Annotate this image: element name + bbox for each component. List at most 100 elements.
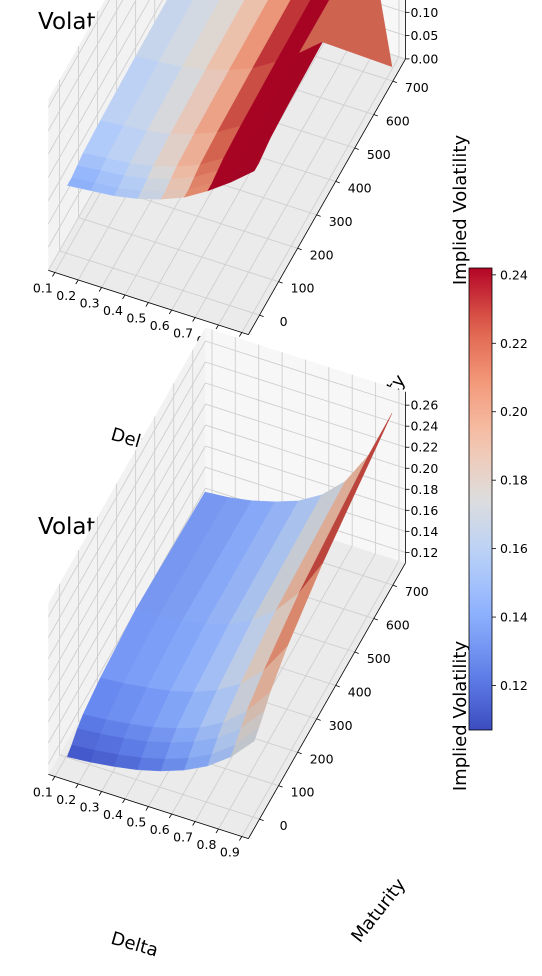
maturity-tick-mark: [259, 314, 264, 317]
maturity-tick-label: 200: [310, 751, 334, 766]
colorbar-tick-label: 0.18: [500, 473, 528, 488]
surface-plot-1: Volatility Surface 2022-09-01 0.10.20.30…: [33, 0, 471, 457]
colorbar-ticks: 0.12 0.14 0.16 0.18 0.20 0.22 0.24: [492, 267, 528, 693]
delta-tick-label: 0.3: [80, 296, 100, 311]
surface: [67, 413, 393, 772]
grid-line-iv: [47, 0, 150, 178]
delta-tick-mark: [192, 317, 196, 322]
surface-patch: [230, 727, 260, 758]
delta-tick-mark: [215, 828, 219, 834]
iv-tick-label: 0.14: [410, 524, 438, 539]
colorbar-tick-label: 0.24: [500, 267, 528, 282]
delta-tick-mark: [52, 776, 56, 781]
maturity-tick-label: 200: [310, 247, 334, 262]
colorbar-tick-label: 0.14: [500, 610, 528, 625]
maturity-tick-mark: [392, 584, 397, 588]
grid-line-iv: [47, 0, 124, 131]
maturity-tick-mark: [316, 214, 321, 217]
iv-tick-label: 0.10: [410, 5, 438, 20]
maturity-tick-mark: [297, 247, 302, 251]
iv-tick-label: 0.05: [410, 28, 438, 43]
grid-line-iv: [47, 487, 406, 765]
maturity-tick-mark: [335, 181, 340, 184]
delta-tick-label: 0.5: [126, 311, 146, 326]
left-pane: [48, 327, 206, 775]
maturity-tick-label: 400: [348, 684, 372, 699]
maturity-axis-ticks: 0 100 200 300 400 500 600 700: [259, 584, 429, 833]
z-axis-label: Implied Volatility: [450, 135, 471, 286]
colorbar-gradient: [468, 267, 493, 731]
delta-tick-label: 0.1: [33, 281, 53, 296]
maturity-tick-label: 100: [291, 785, 315, 800]
maturity-tick-mark: [297, 751, 302, 755]
iv-tick-label: 0.16: [410, 503, 438, 518]
iv-tick-label: 0.24: [410, 419, 438, 434]
delta-tick-mark: [98, 287, 102, 292]
delta-tick-label: 0.8: [197, 837, 217, 852]
grid-line-iv: [47, 403, 406, 681]
grid-line-iv: [47, 0, 111, 108]
maturity-axis-line: [248, 58, 406, 335]
delta-tick-mark: [75, 783, 79, 789]
delta-tick-label: 0.6: [150, 318, 170, 333]
colorbar-tick-label: 0.12: [500, 678, 528, 693]
iv-tick-label: 0.00: [410, 51, 438, 66]
grid-line-iv: [47, 0, 137, 155]
iv-axis-ticks: 0.12 0.14 0.16 0.18 0.20 0.22 0.24 0.26: [405, 398, 438, 560]
maturity-tick-label: 300: [329, 718, 353, 733]
maturity-tick-mark: [278, 785, 283, 788]
grid-line-delta: [218, 382, 377, 830]
delta-tick-mark: [75, 279, 79, 285]
maturity-tick-mark: [392, 80, 397, 84]
iv-axis-ticks: 0.000.050.100.150.200.250.300.35: [405, 5, 438, 66]
delta-tick-label: 0.6: [150, 822, 170, 837]
maturity-tick-label: 300: [329, 214, 353, 229]
delta-tick-mark: [239, 836, 243, 841]
delta-tick-mark: [215, 324, 219, 330]
delta-tick-label: 0.2: [56, 288, 76, 303]
delta-tick-label: 0.3: [80, 800, 100, 815]
grid-line-iv: [47, 340, 406, 617]
maturity-tick-mark: [316, 718, 321, 721]
delta-tick-mark: [145, 806, 149, 811]
maturity-tick-mark: [354, 651, 359, 654]
delta-tick-label: 0.4: [103, 807, 123, 822]
iv-tick-label: 0.20: [410, 461, 438, 476]
delta-tick-label: 0.7: [173, 830, 193, 845]
x-axis-label: Delta: [109, 928, 161, 961]
maturity-tick-mark: [354, 147, 359, 150]
delta-tick-label: 0.1: [33, 785, 53, 800]
delta-tick-mark: [98, 791, 102, 796]
maturity-tick-label: 400: [348, 180, 372, 195]
grid-line-iv: [47, 424, 406, 702]
iv-tick-label: 0.18: [410, 482, 438, 497]
grid-line-iv: [47, 382, 406, 659]
maturity-tick-label: 700: [405, 584, 429, 599]
grid-line-maturity: [59, 583, 260, 820]
delta-tick-mark: [145, 302, 149, 307]
iv-tick-label: 0.12: [410, 545, 438, 560]
maturity-tick-label: 100: [291, 281, 315, 296]
delta-tick-label: 0.5: [126, 815, 146, 830]
grid-line-delta: [241, 389, 400, 837]
delta-tick-mark: [168, 309, 173, 315]
delta-tick-mark: [192, 821, 196, 826]
colorbar-tick-label: 0.20: [500, 404, 528, 419]
delta-tick-mark: [239, 332, 243, 337]
maturity-tick-mark: [278, 281, 283, 284]
maturity-tick-mark: [259, 818, 264, 821]
delta-tick-mark: [168, 813, 173, 819]
maturity-tick-label: 500: [367, 147, 391, 162]
iv-tick-label: 0.22: [410, 440, 438, 455]
maturity-tick-label: 0: [280, 818, 288, 833]
maturity-tick-label: 0: [280, 314, 288, 329]
colorbar-tick-label: 0.16: [500, 541, 528, 556]
surface-patch: [137, 190, 166, 200]
delta-tick-label: 0.2: [56, 792, 76, 807]
surface-patch: [137, 757, 166, 772]
y-axis-label: Maturity: [347, 874, 410, 946]
delta-tick-mark: [52, 272, 56, 277]
maturity-tick-label: 700: [405, 80, 429, 95]
